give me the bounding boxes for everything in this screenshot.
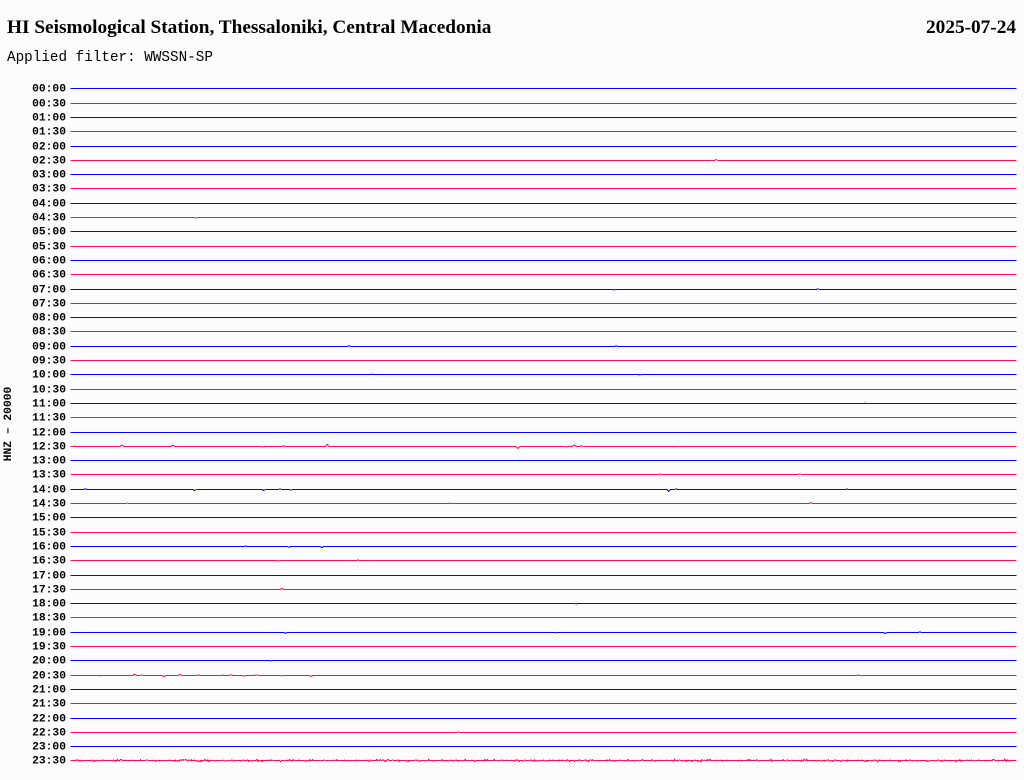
svg-text:10:30: 10:30: [32, 385, 66, 397]
svg-text:12:00: 12:00: [32, 428, 66, 440]
svg-text:08:00: 08:00: [32, 313, 66, 325]
svg-text:14:30: 14:30: [32, 499, 66, 511]
svg-text:09:30: 09:30: [32, 356, 66, 368]
svg-text:01:30: 01:30: [32, 127, 66, 139]
svg-text:20:30: 20:30: [32, 671, 66, 683]
svg-text:08:30: 08:30: [32, 327, 66, 339]
svg-text:15:30: 15:30: [32, 528, 66, 540]
svg-text:09:00: 09:00: [32, 342, 66, 354]
svg-text:HNZ – 20000: HNZ – 20000: [3, 386, 15, 461]
svg-text:22:00: 22:00: [32, 714, 66, 726]
svg-text:04:00: 04:00: [32, 199, 66, 211]
svg-text:00:00: 00:00: [32, 84, 66, 96]
svg-text:20:00: 20:00: [32, 656, 66, 668]
svg-text:10:00: 10:00: [32, 370, 66, 382]
svg-text:01:00: 01:00: [32, 113, 66, 125]
svg-text:02:00: 02:00: [32, 142, 66, 154]
svg-text:07:00: 07:00: [32, 285, 66, 297]
svg-text:17:00: 17:00: [32, 571, 66, 583]
svg-text:16:30: 16:30: [32, 556, 66, 568]
svg-text:05:00: 05:00: [32, 227, 66, 239]
svg-text:12:30: 12:30: [32, 442, 66, 454]
svg-text:21:30: 21:30: [32, 699, 66, 711]
svg-text:17:30: 17:30: [32, 585, 66, 597]
svg-text:03:30: 03:30: [32, 184, 66, 196]
svg-text:13:30: 13:30: [32, 470, 66, 482]
svg-text:04:30: 04:30: [32, 213, 66, 225]
svg-text:06:30: 06:30: [32, 270, 66, 282]
svg-text:14:00: 14:00: [32, 485, 66, 497]
svg-text:03:00: 03:00: [32, 170, 66, 182]
svg-text:05:30: 05:30: [32, 242, 66, 254]
svg-text:18:30: 18:30: [32, 613, 66, 625]
svg-text:21:00: 21:00: [32, 685, 66, 697]
svg-text:00:30: 00:30: [32, 99, 66, 111]
svg-text:13:00: 13:00: [32, 456, 66, 468]
svg-text:23:30: 23:30: [32, 756, 66, 768]
svg-text:22:30: 22:30: [32, 728, 66, 740]
svg-text:02:30: 02:30: [32, 156, 66, 168]
svg-text:19:30: 19:30: [32, 642, 66, 654]
svg-text:15:00: 15:00: [32, 513, 66, 525]
svg-text:16:00: 16:00: [32, 542, 66, 554]
svg-text:19:00: 19:00: [32, 628, 66, 640]
svg-text:07:30: 07:30: [32, 299, 66, 311]
svg-text:23:00: 23:00: [32, 742, 66, 754]
svg-text:11:00: 11:00: [32, 399, 66, 411]
svg-text:11:30: 11:30: [32, 413, 66, 425]
svg-text:18:00: 18:00: [32, 599, 66, 611]
svg-text:06:00: 06:00: [32, 256, 66, 268]
